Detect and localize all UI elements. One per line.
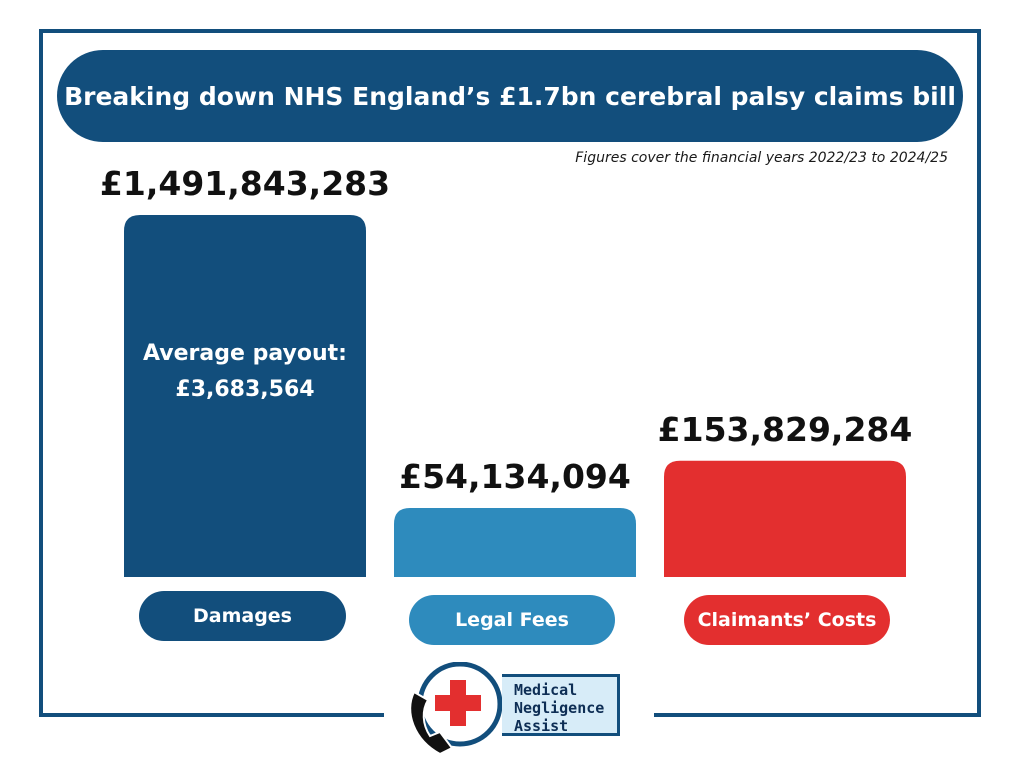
- category-label-legal-fees: Legal Fees: [409, 595, 615, 645]
- value-label-legal-fees: £54,134,094: [399, 457, 631, 496]
- logo-line-1: Medical: [514, 681, 578, 699]
- bar-legal-fees: [394, 508, 636, 577]
- value-label-damages: £1,491,843,283: [100, 164, 390, 203]
- average-payout-value: £3,683,564: [175, 377, 315, 402]
- value-label-claimants-costs: £153,829,284: [658, 410, 913, 449]
- bar-damages: [124, 215, 366, 577]
- chart-title: Breaking down NHS England’s £1.7bn cereb…: [64, 81, 956, 111]
- category-label-claimants-costs: Claimants’ Costs: [684, 595, 890, 645]
- average-payout-annotation: Average payout: £3,683,564: [125, 336, 365, 408]
- frame-border-top: [39, 29, 981, 33]
- frame-border-left: [39, 29, 43, 717]
- phone-with-red-cross-icon: [409, 662, 503, 756]
- medical-negligence-assist-logo: Medical Negligence Assist: [400, 662, 630, 762]
- logo-line-3: Assist: [514, 717, 569, 735]
- frame-border-right: [977, 29, 981, 717]
- category-label-damages: Damages: [139, 591, 346, 641]
- frame-border-bottom-right: [654, 713, 981, 717]
- logo-wordmark: Medical Negligence Assist: [502, 674, 620, 736]
- logo-line-2: Negligence: [514, 699, 605, 717]
- chart-subtitle: Figures cover the financial years 2022/2…: [575, 150, 948, 166]
- frame-border-bottom-left: [39, 713, 384, 717]
- bar-claimants-costs: [664, 460, 906, 577]
- average-payout-label: Average payout:: [143, 341, 347, 366]
- title-banner: Breaking down NHS England’s £1.7bn cereb…: [57, 50, 963, 142]
